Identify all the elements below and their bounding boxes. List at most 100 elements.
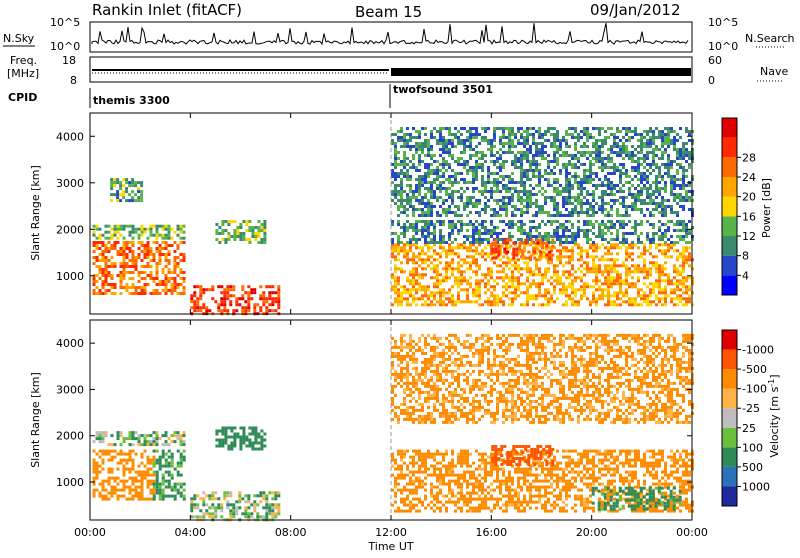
data-cell [592, 294, 595, 297]
data-cell [574, 154, 577, 157]
data-cell [568, 172, 571, 175]
data-cell [445, 127, 448, 130]
data-cell [511, 300, 514, 303]
data-cell [454, 226, 457, 229]
data-cell [138, 280, 141, 283]
data-cell [205, 512, 208, 515]
data-cell [159, 234, 162, 237]
data-cell [655, 202, 658, 205]
data-cell [637, 241, 640, 244]
data-cell [460, 142, 463, 145]
data-cell [105, 225, 108, 228]
data-cell [177, 437, 180, 440]
data-cell [616, 273, 619, 276]
data-cell [478, 232, 481, 235]
data-cell [643, 249, 646, 252]
data-cell [610, 190, 613, 193]
data-cell [433, 285, 436, 288]
data-cell [640, 187, 643, 190]
data-cell [649, 136, 652, 139]
data-cell [223, 303, 226, 306]
data-cell [511, 199, 514, 202]
data-cell [445, 178, 448, 181]
data-cell [589, 300, 592, 303]
data-cell [601, 243, 604, 246]
data-cell [679, 270, 682, 273]
data-cell [162, 228, 165, 231]
data-cell [174, 483, 177, 486]
data-cell [472, 148, 475, 151]
data-cell [634, 196, 637, 199]
data-cell [183, 431, 186, 434]
data-cell [409, 492, 412, 495]
data-cell [199, 297, 202, 300]
data-cell [676, 193, 679, 196]
data-cell [688, 163, 691, 166]
data-cell [580, 130, 583, 133]
data-cell [508, 297, 511, 300]
data-cell [442, 172, 445, 175]
data-cell [430, 255, 433, 258]
data-cell [463, 178, 466, 181]
data-cell [418, 169, 421, 172]
data-cell [649, 127, 652, 130]
data-cell [418, 157, 421, 160]
data-cell [466, 279, 469, 282]
data-cell [171, 477, 174, 480]
data-cell [183, 459, 186, 462]
data-cell [177, 256, 180, 259]
data-cell [448, 181, 451, 184]
data-cell [487, 205, 490, 208]
data-cell [439, 232, 442, 235]
data-cell [670, 246, 673, 249]
data-cell [406, 220, 409, 223]
data-cell [165, 244, 168, 247]
data-cell [93, 483, 96, 486]
data-cell [568, 249, 571, 252]
data-cell [454, 279, 457, 282]
data-cell [251, 427, 254, 430]
data-cell [277, 294, 280, 297]
data-cell [565, 133, 568, 136]
data-cell [400, 261, 403, 264]
data-cell [114, 247, 117, 250]
data-cell [424, 453, 427, 456]
data-cell [526, 276, 529, 279]
data-cell [156, 225, 159, 228]
data-cell [547, 160, 550, 163]
data-cell [174, 283, 177, 286]
data-cell [150, 292, 153, 295]
data-cell [241, 512, 244, 515]
data-cell [445, 264, 448, 267]
data-cell [517, 282, 520, 285]
data-cell [559, 190, 562, 193]
data-cell [248, 238, 251, 241]
data-cell [649, 142, 652, 145]
data-cell [427, 175, 430, 178]
data-cell [448, 235, 451, 238]
data-cell [643, 202, 646, 205]
data-cell [165, 453, 168, 456]
data-cell [409, 288, 412, 291]
data-cell [523, 169, 526, 172]
data-cell [448, 264, 451, 267]
data-cell [484, 205, 487, 208]
data-cell [532, 303, 535, 306]
data-cell [141, 456, 144, 459]
data-cell [502, 205, 505, 208]
data-cell [120, 495, 123, 498]
data-cell [156, 471, 159, 474]
data-cell [448, 130, 451, 133]
data-cell [111, 495, 114, 498]
data-cell [574, 130, 577, 133]
data-cell [445, 193, 448, 196]
data-cell [260, 442, 263, 445]
data-cell [595, 246, 598, 249]
data-cell [610, 184, 613, 187]
data-cell [472, 202, 475, 205]
data-cell [517, 238, 520, 241]
data-cell [682, 258, 685, 261]
data-cell [553, 190, 556, 193]
data-cell [406, 510, 409, 513]
data-cell [421, 462, 424, 465]
